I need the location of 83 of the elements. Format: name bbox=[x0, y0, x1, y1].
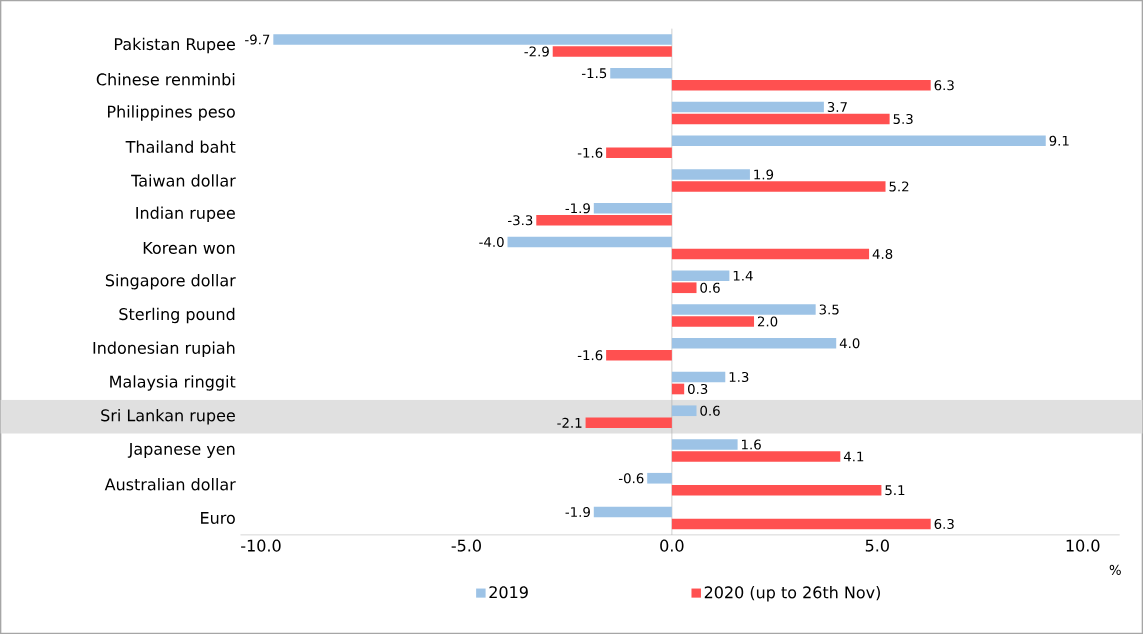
data-label: -2.9 bbox=[524, 46, 549, 57]
bar bbox=[671, 337, 837, 349]
y-tick-label: Korean won bbox=[143, 242, 235, 254]
data-label: 5.2 bbox=[889, 181, 909, 192]
x-tick-label: 0.0 bbox=[660, 539, 684, 552]
x-axis-title: % bbox=[1109, 564, 1121, 575]
data-label: 1.4 bbox=[733, 270, 753, 281]
y-tick-label: Sri Lankan rupee bbox=[101, 408, 235, 425]
bar bbox=[671, 270, 730, 282]
bar bbox=[610, 67, 672, 79]
data-label: 4.0 bbox=[839, 338, 860, 349]
data-label: -9.7 bbox=[245, 34, 270, 45]
y-tick-label: Thailand baht bbox=[125, 140, 236, 153]
data-label: 3.7 bbox=[827, 101, 847, 112]
y-tick-label: Chinese renminbi bbox=[96, 73, 235, 86]
data-label: 1.6 bbox=[741, 439, 761, 450]
data-label: -1.5 bbox=[581, 68, 607, 79]
bar bbox=[593, 506, 672, 518]
bar bbox=[671, 79, 931, 91]
data-label: 6.3 bbox=[934, 518, 954, 529]
bar bbox=[671, 113, 890, 125]
y-tick-label: Australian dollar bbox=[104, 478, 236, 491]
x-tick-label: 10.0 bbox=[1066, 539, 1100, 552]
bar bbox=[671, 405, 697, 417]
data-label: 5.1 bbox=[885, 485, 905, 496]
bar bbox=[536, 214, 672, 226]
bar bbox=[671, 451, 841, 462]
x-tick-label: 5.0 bbox=[865, 539, 889, 552]
bar bbox=[671, 439, 738, 450]
bar bbox=[671, 518, 931, 530]
legend-label: 2020 (up to 26th Nov) bbox=[704, 585, 880, 602]
data-label: 1.3 bbox=[729, 371, 749, 382]
y-tick-label: Japanese yen bbox=[127, 442, 235, 458]
data-label: -2.1 bbox=[557, 417, 582, 428]
bar bbox=[552, 46, 672, 57]
y-tick-label: Singapore dollar bbox=[105, 273, 236, 290]
y-tick-label: Malaysia ringgit bbox=[110, 375, 236, 391]
legend-label: 2019 bbox=[489, 586, 528, 599]
bar bbox=[273, 34, 672, 45]
y-tick-label: Indonesian rupiah bbox=[93, 341, 235, 357]
data-label: 4.8 bbox=[872, 248, 893, 259]
bar bbox=[671, 181, 886, 192]
bar bbox=[593, 202, 672, 214]
bar bbox=[671, 248, 870, 260]
bar bbox=[671, 371, 726, 383]
bar bbox=[671, 304, 816, 315]
data-label: 0.6 bbox=[700, 405, 720, 416]
bar bbox=[507, 236, 672, 248]
y-tick-label: Sterling pound bbox=[119, 307, 235, 324]
data-label: -0.6 bbox=[618, 473, 644, 484]
bar bbox=[671, 316, 755, 327]
x-tick-label: -5.0 bbox=[451, 539, 481, 552]
data-label: 3.5 bbox=[819, 304, 839, 315]
bar bbox=[606, 349, 672, 361]
data-label: -1.6 bbox=[577, 350, 603, 361]
y-tick-label: Indian rupee bbox=[136, 206, 235, 222]
data-label: -4.0 bbox=[479, 236, 504, 247]
y-tick-label: Pakistan Rupee bbox=[114, 37, 235, 54]
bar bbox=[671, 169, 750, 180]
y-tick-label: Euro bbox=[201, 512, 235, 524]
data-label: 6.3 bbox=[934, 80, 954, 91]
data-label: 1.9 bbox=[754, 169, 774, 180]
bar bbox=[671, 383, 685, 395]
data-label: 9.1 bbox=[1049, 135, 1069, 146]
data-label: -1.9 bbox=[565, 506, 590, 517]
bar bbox=[585, 417, 672, 429]
bar bbox=[671, 282, 697, 294]
y-tick-label: Philippines peso bbox=[108, 105, 235, 121]
data-label: -3.3 bbox=[508, 215, 533, 226]
data-label: 4.1 bbox=[843, 451, 864, 462]
data-label: 5.3 bbox=[893, 113, 913, 124]
data-label: 0.3 bbox=[688, 383, 708, 394]
x-tick-label: -10.0 bbox=[241, 539, 281, 552]
bar bbox=[647, 472, 672, 484]
y-tick-label: Taiwan dollar bbox=[131, 174, 236, 187]
bar bbox=[671, 101, 824, 113]
data-label: 2.0 bbox=[757, 316, 778, 327]
data-label: -1.9 bbox=[565, 203, 590, 214]
data-label: -1.6 bbox=[577, 147, 603, 158]
bar bbox=[671, 135, 1046, 147]
data-label: 0.6 bbox=[700, 282, 720, 293]
bar bbox=[671, 484, 882, 496]
bar bbox=[606, 147, 672, 159]
